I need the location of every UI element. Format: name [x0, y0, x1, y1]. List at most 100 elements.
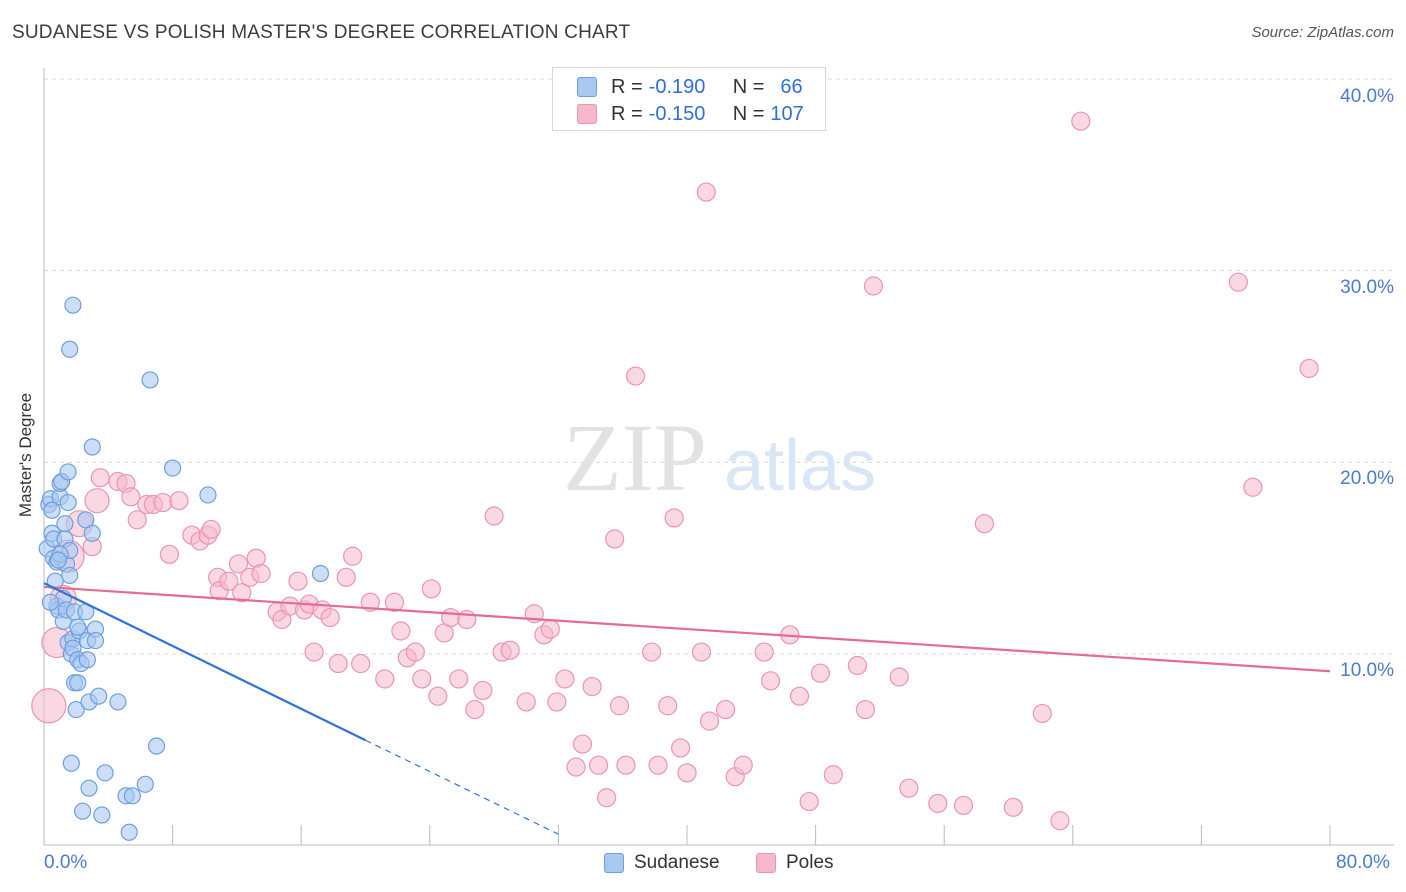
sudanese-point: [136, 775, 154, 793]
sudanese-point: [69, 618, 87, 636]
poles-point: [1243, 477, 1263, 497]
poles-point: [855, 699, 876, 720]
poles-point: [84, 488, 110, 514]
r-label: R =: [611, 75, 643, 98]
poles-point: [754, 642, 774, 662]
sudanese-point: [96, 764, 114, 782]
sudanese-point: [43, 501, 61, 519]
poles-point: [384, 592, 405, 612]
watermark: ZIP atlas: [563, 404, 876, 511]
watermark-atlas: atlas: [724, 426, 876, 506]
poles-point: [699, 711, 720, 731]
sudanese-swatch: [577, 77, 597, 97]
sudanese-point: [59, 463, 77, 481]
poles-point: [343, 546, 363, 566]
poles-point: [547, 692, 567, 712]
sudanese-point: [49, 551, 68, 569]
legend-row-sudanese: R = -0.190 N = 66: [577, 75, 803, 99]
poles-point: [953, 795, 974, 816]
chart-title: SUDANESE VS POLISH MASTER'S DEGREE CORRE…: [12, 22, 631, 43]
poles-point: [810, 663, 831, 683]
sudanese-point: [199, 486, 217, 504]
poles-point: [473, 680, 493, 701]
poles-point: [609, 696, 630, 716]
poles-point: [642, 642, 662, 662]
sudanese-trend-extension: [365, 739, 559, 835]
sudanese-point: [64, 296, 82, 314]
poles-point: [465, 699, 485, 720]
poles-point: [1299, 358, 1319, 379]
sudanese-point: [77, 511, 95, 529]
poles-point: [625, 366, 646, 386]
sudanese-trend-line: [43, 582, 366, 742]
poles-point: [1032, 703, 1052, 724]
trend-lines: [43, 582, 1331, 835]
r-label: R =: [611, 102, 643, 125]
poles-point: [696, 182, 716, 202]
sudanese-point: [61, 340, 79, 358]
poles-point: [889, 667, 909, 687]
poles-swatch: [756, 853, 776, 873]
poles-point: [500, 640, 520, 660]
poles-point: [588, 755, 609, 775]
poles-point: [428, 686, 448, 706]
poles-point: [715, 699, 736, 720]
sudanese-points: [38, 296, 330, 841]
legend-row-poles: R = -0.150 N = 107: [577, 102, 804, 126]
poles-point: [677, 763, 697, 783]
source-label: Source: ZipAtlas.com: [1251, 24, 1394, 41]
poles-point: [789, 686, 810, 706]
n-label: N =: [732, 75, 765, 98]
bottom-legend-poles: Poles: [756, 852, 834, 874]
poles-point: [799, 791, 819, 812]
poles-point: [847, 655, 867, 676]
poles-point: [320, 607, 340, 628]
sudanese-label: Sudanese: [634, 852, 720, 873]
y-tick-label: 20.0%: [1340, 468, 1394, 489]
n-label: N =: [732, 102, 765, 125]
poles-point: [928, 793, 948, 814]
sudanese-point: [56, 515, 74, 533]
poles-point: [1003, 797, 1023, 817]
poles-point: [251, 563, 271, 584]
poles-point: [232, 583, 252, 603]
poles-point: [201, 519, 221, 540]
sudanese-point: [90, 687, 108, 705]
y-tick-label: 10.0%: [1340, 660, 1394, 681]
poles-point: [288, 571, 308, 591]
poles-point: [540, 619, 560, 639]
poles-point: [582, 676, 602, 697]
x-tick-label: 0.0%: [44, 852, 88, 873]
poles-point: [360, 592, 380, 612]
sudanese-point: [69, 674, 87, 692]
poles-point: [412, 669, 432, 689]
poles-point: [219, 571, 239, 591]
axes: [43, 68, 1394, 846]
sudanese-point: [61, 566, 79, 585]
sudanese-point: [62, 754, 80, 772]
poles-point: [899, 778, 919, 798]
poles-points: [31, 111, 1319, 831]
sudanese-point: [59, 493, 77, 512]
poles-point: [1071, 111, 1091, 131]
sudanese-point: [78, 651, 97, 669]
poles-point: [664, 508, 684, 528]
poles-point: [351, 653, 371, 674]
poles-swatch: [577, 104, 597, 124]
poles-point: [648, 755, 668, 775]
sudanese-point: [164, 459, 182, 477]
poles-point: [760, 671, 781, 691]
poles-point: [159, 544, 179, 564]
y-axis-label: Master's Degree: [16, 392, 35, 518]
poles-point: [336, 567, 356, 587]
sudanese-point: [67, 700, 85, 719]
poles-point: [1050, 811, 1070, 831]
sudanese-point: [109, 693, 127, 711]
r-value: -0.190: [648, 75, 706, 98]
poles-point: [121, 487, 141, 507]
sudanese-point: [80, 779, 98, 797]
x-tick-label: 80.0%: [1336, 852, 1390, 873]
y-tick-label: 40.0%: [1340, 86, 1394, 107]
sudanese-point: [120, 823, 138, 841]
